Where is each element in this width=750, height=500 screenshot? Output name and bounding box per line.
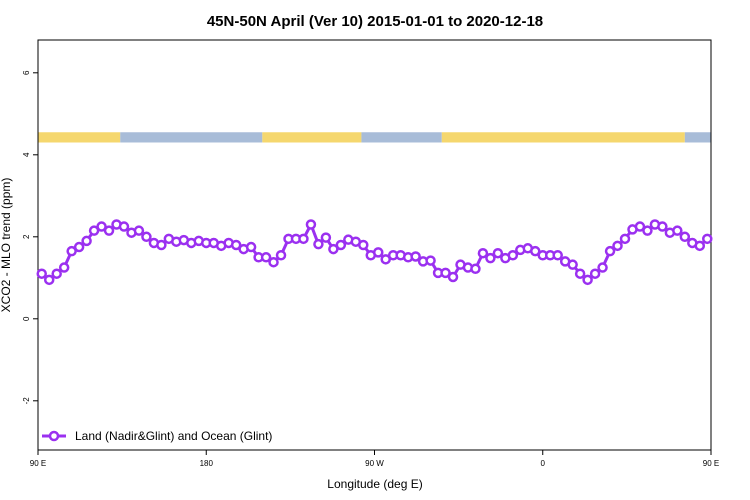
band-segment-land: [441, 132, 685, 143]
data-point: [358, 239, 369, 251]
x-tick-label: 0: [541, 459, 546, 468]
plot-frame: [37, 39, 712, 451]
data-point: [552, 250, 563, 261]
data-point: [58, 262, 70, 273]
data-point: [156, 239, 167, 251]
data-point: [260, 252, 272, 263]
land-ocean-band: [38, 132, 711, 143]
data-point: [268, 256, 279, 268]
x-axis-label: Longitude (deg E): [327, 477, 422, 491]
band-segment-ocean: [120, 132, 263, 143]
data-point: [305, 219, 317, 230]
data-point: [530, 245, 541, 257]
data-point: [477, 247, 489, 259]
band-segment-ocean: [684, 132, 711, 143]
data-point: [410, 251, 421, 262]
data-point: [589, 268, 601, 279]
data-point: [485, 252, 496, 264]
data-point: [103, 225, 115, 236]
y-axis: -2 0 2 4 6: [22, 70, 38, 404]
legend-label: Land (Nadir&Glint) and Ocean (Glint): [75, 429, 272, 443]
data-point: [507, 250, 519, 261]
data-point: [328, 243, 339, 255]
data-point: [657, 221, 668, 232]
data-point: [642, 225, 653, 236]
data-point: [245, 241, 257, 253]
y-tick-label: 2: [22, 234, 31, 239]
data-point: [679, 231, 691, 243]
data-point: [88, 225, 100, 236]
legend-marker: [48, 430, 60, 442]
data-point: [66, 245, 77, 257]
x-tick-label: 90 E: [30, 459, 46, 468]
data-point: [133, 225, 145, 236]
data-point: [597, 262, 608, 273]
y-tick-label: 0: [22, 316, 31, 321]
data-point: [694, 240, 706, 252]
data-point: [567, 259, 578, 270]
data-point: [612, 240, 623, 252]
data-point: [619, 233, 631, 245]
data-point: [492, 247, 504, 259]
data-point: [81, 235, 92, 247]
band-segment-land: [262, 132, 362, 143]
x-tick-label: 90 E: [703, 459, 719, 468]
data-point: [298, 233, 309, 245]
data-point: [51, 268, 62, 279]
band-segment-ocean: [361, 132, 442, 143]
data-point: [447, 271, 459, 283]
y-tick-label: 6: [22, 70, 31, 75]
data-point: [634, 221, 646, 232]
data-point: [36, 268, 47, 279]
data-point: [380, 254, 391, 265]
band-segment-land: [38, 132, 121, 143]
data-point: [372, 247, 384, 258]
data-point: [141, 231, 152, 243]
data-point: [582, 274, 593, 286]
data-point: [230, 239, 242, 251]
x-axis: 90 E 180 90 W 0 90 E: [30, 450, 719, 468]
data-point: [43, 274, 55, 286]
data-point: [672, 225, 683, 236]
series-layer: [36, 219, 713, 286]
data-point: [118, 221, 130, 232]
data-point: [320, 232, 332, 243]
data-point: [440, 267, 451, 279]
y-axis-label: XCO2 - MLO trend (ppm): [0, 178, 13, 313]
data-point: [702, 233, 713, 245]
chart-title: 45N-50N April (Ver 10) 2015-01-01 to 202…: [207, 13, 543, 30]
data-point: [275, 250, 287, 261]
x-tick-label: 180: [200, 459, 214, 468]
data-point: [73, 241, 85, 253]
data-point: [96, 221, 107, 232]
data-point: [604, 245, 616, 257]
data-point: [574, 268, 586, 279]
y-tick-label: 4: [22, 152, 31, 157]
data-point: [470, 263, 481, 275]
legend: Land (Nadir&Glint) and Ocean (Glint): [42, 429, 272, 443]
data-point: [313, 238, 324, 250]
data-point: [425, 255, 436, 266]
y-tick-label: -2: [22, 397, 31, 405]
data-point: [335, 239, 347, 251]
x-tick-label: 90 W: [365, 459, 384, 468]
